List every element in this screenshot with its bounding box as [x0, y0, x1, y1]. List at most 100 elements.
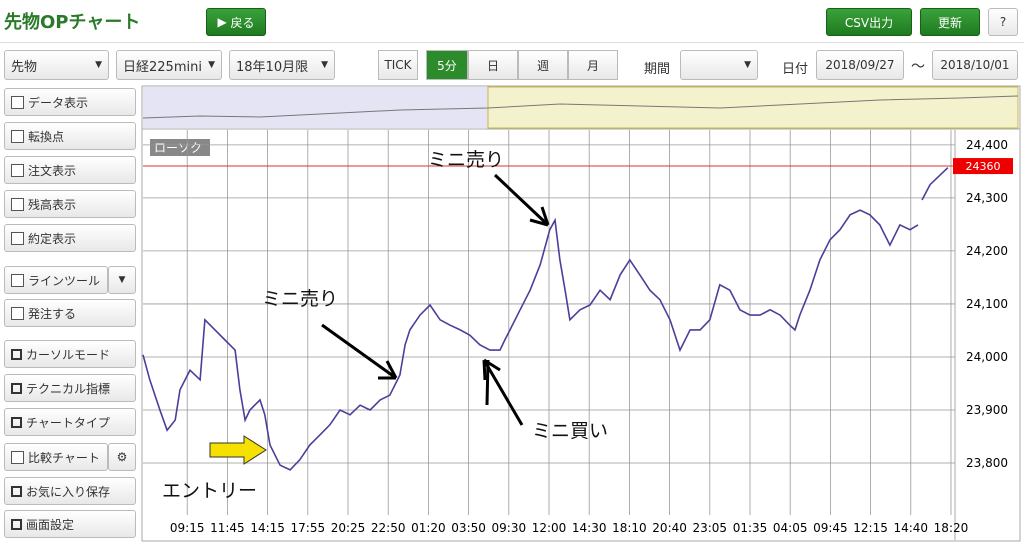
dropdown[interactable]: ▼	[108, 266, 136, 294]
sidebar-text: ラインツール	[28, 273, 101, 288]
date-label: 日付	[782, 62, 809, 77]
entry-arrow	[209, 435, 267, 465]
select[interactable]: 日経225mini ▼	[116, 50, 222, 80]
icon	[11, 95, 24, 109]
sidebar-text: 画面設定	[26, 517, 75, 532]
icon	[11, 485, 22, 497]
x-tick-label: 01:20	[411, 521, 446, 535]
icon	[11, 306, 24, 320]
sidebar-button[interactable]: ラインツール	[4, 266, 108, 294]
x-tick-label: 18:20	[934, 521, 969, 535]
price-line	[142, 167, 949, 471]
overview-line	[142, 95, 1019, 119]
select-text: 18年10月限	[236, 59, 309, 75]
sidebar-button[interactable]: データ表示	[4, 88, 136, 116]
x-tick-label: 20:25	[331, 521, 366, 535]
annotation: エントリー	[162, 480, 257, 502]
icon	[11, 450, 24, 464]
x-tick-label: 18:10	[612, 521, 647, 535]
x-tick-label: 09:15	[170, 521, 205, 535]
tab[interactable]: TICK	[378, 50, 418, 80]
x-tick-label: 12:00	[532, 521, 567, 535]
icon	[11, 348, 22, 360]
arrows	[321, 173, 550, 426]
x-tick-label: 04:05	[773, 521, 808, 535]
chart-label-bg	[150, 139, 210, 156]
date-from[interactable]: 2018/09/27	[816, 50, 904, 80]
sidebar-text: 比較チャート	[28, 450, 100, 465]
x-tick-label: 20:40	[652, 521, 687, 535]
y-tick-label: 24,300	[966, 191, 1008, 205]
sidebar-button[interactable]: 比較チャート	[4, 443, 108, 471]
settings[interactable]: ⚙	[108, 443, 136, 471]
icon	[11, 163, 24, 177]
x-tick-label: 12:15	[853, 521, 888, 535]
icon	[11, 382, 22, 394]
sidebar-text: 残高表示	[28, 197, 77, 212]
sidebar-button[interactable]: 約定表示	[4, 224, 136, 252]
help-button[interactable]: ?	[988, 8, 1018, 36]
icon	[11, 273, 24, 287]
select-caret: ▼	[95, 60, 102, 70]
select-text: 先物	[11, 59, 38, 75]
select-caret: ▼	[208, 60, 215, 70]
last-price-label: 24360	[966, 160, 1001, 173]
x-tick-label: 09:30	[492, 521, 527, 535]
x-tick-label: 03:50	[451, 521, 486, 535]
tab[interactable]: 月	[568, 50, 618, 80]
sidebar-button[interactable]: カーソルモード	[4, 340, 136, 368]
icon	[11, 231, 24, 245]
select[interactable]: 先物 ▼	[4, 50, 109, 80]
annotation: ミニ買い	[532, 420, 608, 442]
sidebar-button[interactable]: 発注する	[4, 299, 136, 327]
x-tick-label: 14:40	[893, 521, 928, 535]
x-tick-label: 09:45	[813, 521, 848, 535]
y-tick-label: 23,900	[966, 403, 1008, 417]
x-tick-label: 01:35	[733, 521, 768, 535]
period-label: 期間	[644, 62, 671, 77]
sidebar-button[interactable]: 転換点	[4, 122, 136, 150]
sidebar-button[interactable]: お気に入り保存	[4, 477, 136, 505]
csv-text: CSV出力	[844, 15, 894, 30]
back-text: 戻る	[230, 15, 255, 30]
annotation: ミニ売り	[262, 288, 338, 310]
csv-button[interactable]: CSV出力	[826, 8, 912, 36]
overview-range	[487, 86, 1019, 129]
sidebar-button[interactable]: 画面設定	[4, 510, 136, 538]
select-text: 日経225mini	[123, 59, 202, 75]
divider	[0, 42, 1024, 43]
tab[interactable]: 週	[518, 50, 568, 80]
period-select[interactable]: ▼	[680, 50, 758, 80]
tab[interactable]: 5分	[426, 50, 468, 80]
x-tick-label: 23:05	[692, 521, 727, 535]
x-tick-label: 14:15	[250, 521, 285, 535]
chart-label: ローソク	[154, 141, 202, 155]
date-sep: ～	[911, 59, 925, 75]
icon	[11, 416, 22, 428]
y-tick-label: 24,200	[966, 244, 1008, 258]
chart-frame	[141, 85, 1021, 542]
y-tick-label: 24,400	[966, 138, 1008, 152]
refresh-text: 更新	[937, 15, 962, 30]
sidebar-text: 発注する	[28, 306, 77, 321]
icon	[11, 518, 22, 530]
x-tick-label: 22:50	[371, 521, 406, 535]
select[interactable]: 18年10月限 ▼	[229, 50, 335, 80]
sidebar-button[interactable]: チャートタイプ	[4, 408, 136, 436]
y-tick-label: 24,000	[966, 350, 1008, 364]
sidebar-button[interactable]: テクニカル指標	[4, 374, 136, 402]
y-tick-label: 24,100	[966, 297, 1008, 311]
app-title: 先物OPチャート	[4, 12, 141, 33]
sidebar-text: 注文表示	[28, 163, 77, 178]
sidebar-text: テクニカル指標	[26, 381, 111, 396]
annotation: ミニ売り	[428, 149, 504, 171]
date-to[interactable]: 2018/10/01	[932, 50, 1018, 80]
sidebar-button[interactable]: 注文表示	[4, 156, 136, 184]
tab[interactable]: 日	[468, 50, 518, 80]
x-tick-label: 17:55	[291, 521, 326, 535]
back-button[interactable]: ▶ 戻る	[206, 8, 266, 36]
refresh-button[interactable]: 更新	[920, 8, 980, 36]
sidebar-button[interactable]: 残高表示	[4, 190, 136, 218]
